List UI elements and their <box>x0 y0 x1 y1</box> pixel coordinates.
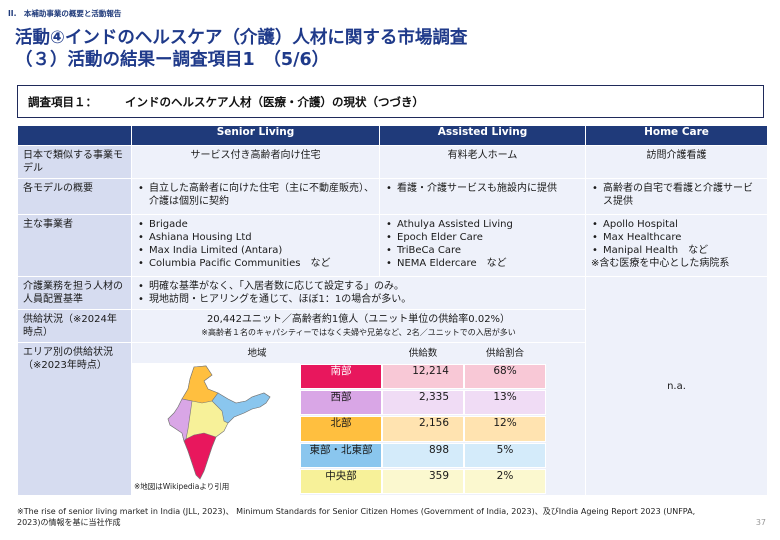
row-header-staffing: 介護業務を担う人材の人員配置基準 <box>17 276 132 310</box>
india-map-icon <box>167 365 271 480</box>
region-pct-east: 5% <box>464 442 546 468</box>
list-item: 明確な基準がなく、「入居者数に応じて設定する」のみ。 <box>137 280 580 293</box>
overview-assisted: 看護・介護サービスも施設内に提供 <box>379 178 586 215</box>
list-item: Apollo Hospital <box>591 218 762 231</box>
page-number: 37 <box>755 518 766 527</box>
list-item: Athulya Assisted Living <box>385 218 580 231</box>
staffing-content: 明確な基準がなく、「入居者数に応じて設定する」のみ。 現地訪問・ヒアリングを通じ… <box>131 276 586 310</box>
supply-note: ※高齢者１名のキャパシティーではなく夫婦や兄弟など、2名／ユニットでの入居が多い <box>201 328 516 337</box>
row-header-operators: 主な事業者 <box>17 214 132 277</box>
table-row: 東部・北東部 898 5% <box>300 442 546 468</box>
row-header-model: 日本で類似する事業モデル <box>17 145 132 179</box>
header-corner <box>17 125 132 146</box>
operators-assisted: Athulya Assisted Living Epoch Elder Care… <box>379 214 586 277</box>
list-item: 看護・介護サービスも施設内に提供 <box>385 182 580 195</box>
comparison-table: Senior Living Assisted Living Home Care … <box>17 125 768 496</box>
region-name-north: 北部 <box>300 416 382 442</box>
map-source-note: ※地図はWikipediaより引用 <box>134 482 230 491</box>
operators-senior: Brigade Ashiana Housing Ltd Max India Li… <box>131 214 380 277</box>
subtitle-label: 調査項目１： <box>28 94 97 109</box>
row-header-overview: 各モデルの概要 <box>17 178 132 215</box>
region-count-central: 359 <box>382 468 464 494</box>
overview-senior: 自立した高齢者に向けた住宅（主に不動産販売）、介護は個別に契約 <box>131 178 380 215</box>
list-item: 現地訪問・ヒアリングを通じて、ほぼ1：1の場合が多い。 <box>137 293 580 306</box>
list-item: NEMA Eldercare など <box>385 257 580 270</box>
title-line-2: （３）活動の結果ー調査項目1 （5/6） <box>15 50 330 70</box>
row-header-supply: 供給状況（※2024年時点） <box>17 309 132 343</box>
area-header-share: 供給割合 <box>485 347 524 359</box>
overview-home: 高齢者の自宅で看護と介護サービス提供 <box>585 178 768 215</box>
subtitle-text: インドのヘルスケア人材（医療・介護）の現状（つづき） <box>125 94 424 109</box>
region-pct-north: 12% <box>464 416 546 442</box>
list-item: Max Healthcare <box>591 231 762 244</box>
region-name-south: 南部 <box>300 364 382 390</box>
region-name-west: 西部 <box>300 390 382 416</box>
region-count-west: 2,335 <box>382 390 464 416</box>
operators-home: Apollo Hospital Max Healthcare Manipal H… <box>585 214 768 277</box>
model-senior: サービス付き高齢者向け住宅 <box>131 145 380 179</box>
list-item: 高齢者の自宅で看護と介護サービス提供 <box>591 182 762 208</box>
page-title: 活動④インドのヘルスケア（介護）人材に関する市場調査 （３）活動の結果ー調査項目… <box>15 27 467 71</box>
region-count-south: 12,214 <box>382 364 464 390</box>
region-pct-south: 68% <box>464 364 546 390</box>
list-item: TriBeCa Care <box>385 244 580 257</box>
row-header-area: エリア別の供給状況（※2023年時点） <box>17 342 132 496</box>
subtitle-box: 調査項目１： インドのヘルスケア人材（医療・介護）の現状（つづき） <box>17 85 764 118</box>
table-row: 北部 2,156 12% <box>300 416 546 442</box>
title-line-1: 活動④インドのヘルスケア（介護）人材に関する市場調査 <box>15 28 468 48</box>
footnote: ※The rise of senior living market in Ind… <box>17 507 696 527</box>
area-header-count: 供給数 <box>408 347 438 359</box>
list-item: Ashiana Housing Ltd <box>137 231 374 244</box>
area-header-region: 地域 <box>247 347 267 359</box>
region-name-east: 東部・北東部 <box>300 442 382 468</box>
column-header-senior-living: Senior Living <box>131 125 380 146</box>
list-item: Manipal Health など <box>591 244 762 257</box>
column-header-home-care: Home Care <box>585 125 768 146</box>
model-home: 訪問介護看護 <box>585 145 768 179</box>
list-item: Epoch Elder Care <box>385 231 580 244</box>
section-label: II. 本補助事業の概要と活動報告 <box>8 9 122 18</box>
list-item: Columbia Pacific Communities など <box>137 257 374 270</box>
region-count-north: 2,156 <box>382 416 464 442</box>
region-count-east: 898 <box>382 442 464 468</box>
supply-main: 20,442ユニット／高齢者約1億人（ユニット単位の供給率0.02%） <box>206 314 511 325</box>
operators-home-note: ※含む医療を中心とした病院系 <box>591 258 730 269</box>
list-item: Max India Limited (Antara) <box>137 244 374 257</box>
india-map: ※地図はWikipediaより引用 <box>132 363 300 495</box>
supply-content: 20,442ユニット／高齢者約1億人（ユニット単位の供給率0.02%） ※高齢者… <box>131 309 586 343</box>
list-item: 自立した高齢者に向けた住宅（主に不動産販売）、介護は個別に契約 <box>137 182 374 208</box>
home-care-na: n.a. <box>585 276 768 496</box>
region-name-central: 中央部 <box>300 468 382 494</box>
region-pct-west: 13% <box>464 390 546 416</box>
table-row: 中央部 359 2% <box>300 468 546 494</box>
list-item: Brigade <box>137 218 374 231</box>
region-table: 南部 12,214 68% 西部 2,335 13% 北部 2,156 <box>300 363 546 495</box>
column-header-assisted-living: Assisted Living <box>379 125 586 146</box>
region-pct-central: 2% <box>464 468 546 494</box>
model-assisted: 有料老人ホーム <box>379 145 586 179</box>
table-row: 西部 2,335 13% <box>300 390 546 416</box>
table-row: 南部 12,214 68% <box>300 364 546 390</box>
area-content: 地域 供給数 供給割合 ※地図はWikipediaより引用 <box>131 342 586 496</box>
